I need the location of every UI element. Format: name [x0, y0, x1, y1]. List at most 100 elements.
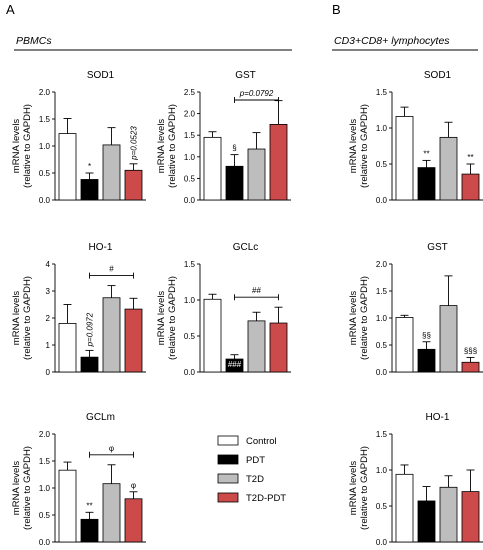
significance-mark: § — [232, 144, 236, 153]
y-tick-label: 0.0 — [39, 538, 51, 547]
y-axis-label-line: mRNA levels — [156, 291, 167, 346]
bar-t2d — [247, 320, 266, 373]
y-axis-label-line: (relative to GAPDH) — [167, 104, 178, 188]
y-tick-label: 1.5 — [39, 115, 51, 124]
bar-t2d — [247, 148, 266, 201]
bar-t2d — [439, 136, 458, 201]
y-tick-label: 0.0 — [376, 368, 388, 377]
legend-item-control: Control — [217, 435, 277, 447]
chart-title: GST — [235, 70, 256, 81]
legend-label-t2d-pdt: T2D-PDT — [246, 493, 286, 504]
y-axis-label: mRNA levels(relative to GAPDH) — [348, 104, 370, 188]
chart-ho1-cd8: HO-1 mRNA levels(relative to GAPDH) 0.0 0.5… — [348, 412, 483, 547]
bar-control — [58, 133, 77, 201]
y-tick-label: 1.0 — [376, 124, 388, 133]
y-tick-label: 1.0 — [39, 484, 51, 493]
y-tick-label: 1.5 — [376, 430, 388, 439]
section-title-cd8: CD3+CD8+ lymphocytes — [334, 35, 450, 47]
y-tick-label: 1 — [46, 341, 51, 350]
significance-mark: * — [88, 162, 91, 171]
y-tick-label: 1.0 — [376, 314, 388, 323]
bar-pdt — [225, 358, 244, 373]
chart-title: GST — [427, 242, 448, 253]
chart-title: SOD1 — [424, 70, 452, 81]
y-tick-label: 0.5 — [376, 502, 388, 511]
y-tick-label: 1.5 — [376, 287, 388, 296]
y-tick-label: 1.5 — [39, 457, 51, 466]
y-axis-label-line: mRNA levels — [348, 291, 359, 346]
bar-t2d-pdt — [269, 124, 288, 201]
bar-t2d — [439, 486, 458, 543]
chart-title: GCLm — [86, 412, 115, 423]
y-axis-label: mRNA levels(relative to GAPDH) — [156, 104, 178, 188]
bar-t2d-pdt — [461, 361, 480, 373]
chart-title: GCLc — [233, 242, 259, 253]
y-axis-label-line: (relative to GAPDH) — [22, 446, 33, 530]
y-tick-label: 0.0 — [184, 368, 196, 377]
y-tick-label: 1.0 — [184, 153, 196, 162]
legend-swatch-pdt — [217, 454, 239, 465]
y-tick-label: 2.0 — [39, 430, 51, 439]
legend-item-t2d-pdt: T2D-PDT — [217, 492, 286, 504]
y-axis-label: mRNA levels(relative to GAPDH) — [11, 446, 33, 530]
bracket-label: # — [109, 265, 114, 274]
y-axis-label-line: mRNA levels — [11, 119, 22, 174]
legend-item-pdt: PDT — [217, 454, 265, 466]
bar-t2d-pdt — [461, 173, 480, 201]
y-tick-label: 2 — [46, 314, 51, 323]
y-tick-label: 1.5 — [184, 260, 196, 269]
legend-label-control: Control — [246, 436, 277, 447]
y-tick-label: 0.5 — [376, 160, 388, 169]
y-axis-label-line: mRNA levels — [11, 461, 22, 516]
bar-control — [395, 317, 414, 373]
y-axis-label: mRNA levels(relative to GAPDH) — [348, 276, 370, 360]
legend-item-t2d: T2D — [217, 473, 264, 485]
bar-t2d-pdt — [124, 498, 143, 543]
bar-control — [58, 322, 77, 373]
y-tick-label: 0.5 — [376, 341, 388, 350]
significance-mark: ** — [423, 149, 429, 158]
y-tick-label: 0.5 — [39, 511, 51, 520]
significance-mark: ** — [467, 153, 473, 162]
y-tick-label: 2.0 — [184, 110, 196, 119]
panel-label-a: A — [6, 2, 15, 17]
y-tick-label: 1.0 — [184, 296, 196, 305]
bar-control — [203, 136, 222, 201]
y-axis-label-line: mRNA levels — [348, 461, 359, 516]
y-axis-label-line: (relative to GAPDH) — [22, 104, 33, 188]
y-tick-label: 0.0 — [39, 196, 51, 205]
y-axis-label: mRNA levels(relative to GAPDH) — [348, 446, 370, 530]
chart-title: HO-1 — [89, 242, 113, 253]
y-axis-label: mRNA levels(relative to GAPDH) — [11, 104, 33, 188]
bar-pdt — [80, 179, 99, 201]
bar-pdt — [417, 167, 436, 201]
bar-t2d-pdt — [124, 308, 143, 373]
y-tick-label: 3 — [46, 287, 51, 296]
y-tick-label: 1.5 — [376, 88, 388, 97]
bracket-label: φ — [109, 444, 114, 453]
bar-pdt — [80, 518, 99, 543]
bar-t2d-pdt — [124, 169, 143, 201]
legend: Control PDT T2D T2D-PDT — [217, 435, 286, 504]
bar-control — [203, 298, 222, 373]
chart-gst-pbmc: GST mRNA levels(relative to GAPDH) 0.0 0.5 1… — [156, 70, 291, 205]
chart-ho1-pbmc: HO-1 mRNA levels(relative to GAPDH) 0 1 2 3 4 p… — [11, 242, 146, 377]
bar-t2d-pdt — [269, 322, 288, 373]
y-tick-label: 0.5 — [184, 174, 196, 183]
bar-t2d — [102, 483, 121, 543]
significance-mark: φ — [131, 481, 136, 490]
legend-swatch-t2d — [217, 473, 239, 484]
bar-pdt — [417, 348, 436, 373]
legend-swatch-control — [217, 435, 239, 446]
chart-sod1-pbmc: SOD1 mRNA levels(relative to GAPDH) 0.0 0.5… — [11, 70, 146, 205]
y-tick-label: 0.0 — [376, 196, 388, 205]
y-tick-label: 1.0 — [376, 466, 388, 475]
y-tick-label: 1.0 — [39, 142, 51, 151]
y-axis-label-line: (relative to GAPDH) — [359, 276, 370, 360]
chart-gst-cd8: GST mRNA levels(relative to GAPDH) 0.0 0.5 1… — [348, 242, 483, 377]
significance-mark: §§§ — [464, 346, 477, 355]
y-tick-label: 1.5 — [184, 131, 196, 140]
y-axis-label: mRNA levels(relative to GAPDH) — [11, 276, 33, 360]
